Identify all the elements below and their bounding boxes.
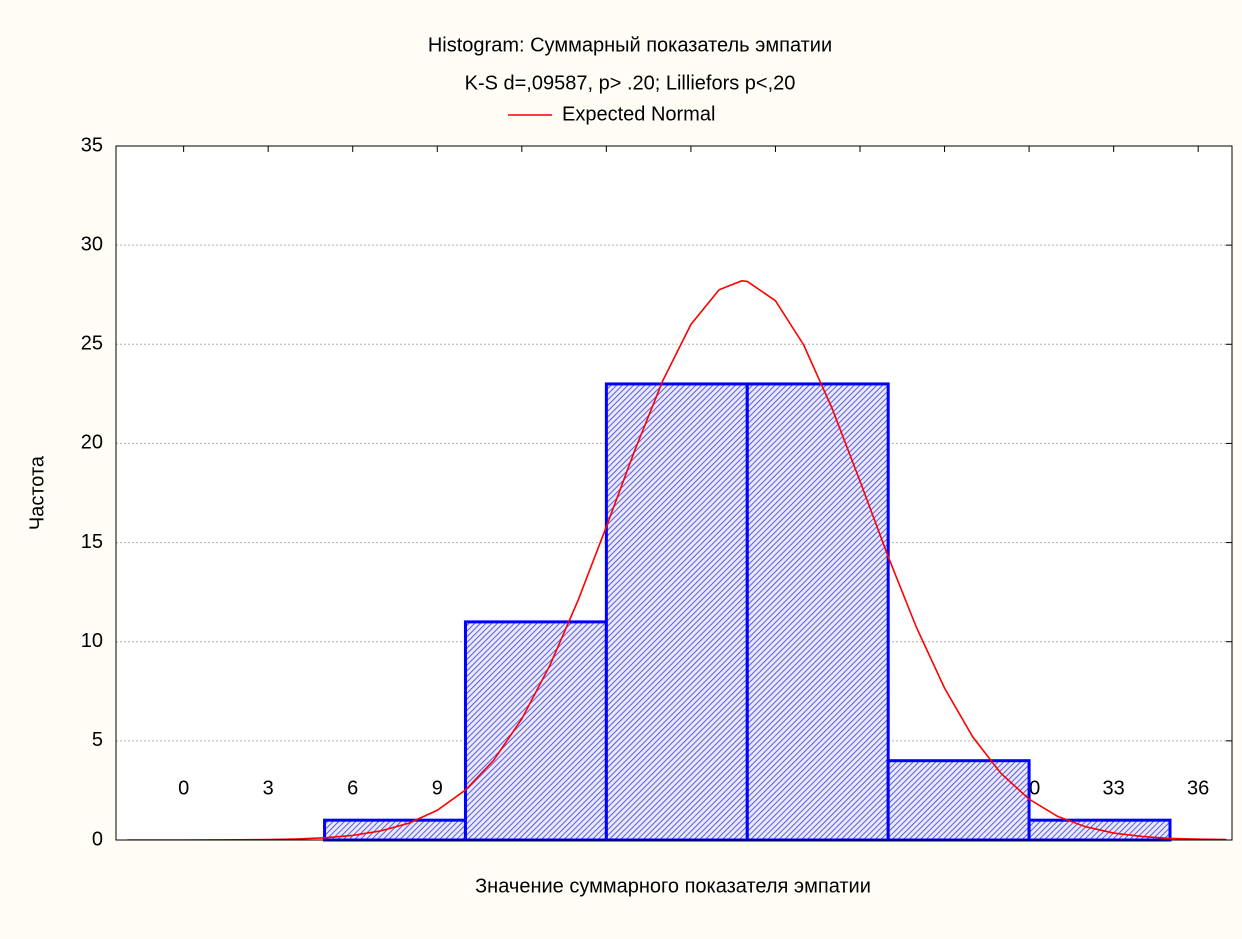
x-tick-label: 9 bbox=[432, 777, 443, 799]
bar bbox=[463, 620, 608, 842]
chart-title: Histogram: Суммарный показатель эмпатии bbox=[428, 34, 832, 56]
y-tick-label: 30 bbox=[81, 233, 103, 255]
x-tick-label: 0 bbox=[178, 777, 189, 799]
y-tick-label: 35 bbox=[81, 134, 103, 156]
bar bbox=[745, 382, 890, 842]
normal-curve bbox=[127, 280, 1227, 840]
legend-label: Expected Normal bbox=[562, 103, 715, 125]
y-axis-label: Частота bbox=[26, 455, 48, 530]
bar bbox=[323, 818, 467, 842]
y-tick-label: 20 bbox=[81, 432, 103, 454]
x-tick-label: 33 bbox=[1103, 777, 1125, 799]
y-tick-label: 25 bbox=[81, 333, 103, 355]
x-axis-label: Значение суммарного показателя эмпатии bbox=[475, 875, 871, 897]
y-tick-label: 10 bbox=[81, 630, 103, 652]
plot-frame bbox=[115, 145, 1233, 841]
x-tick-label: 6 bbox=[347, 777, 358, 799]
x-tick-label: 36 bbox=[1187, 777, 1209, 799]
y-tick-label: 0 bbox=[92, 828, 103, 850]
bar bbox=[604, 382, 749, 842]
y-tick-label: 5 bbox=[92, 729, 103, 751]
x-tick-label: 3 bbox=[263, 777, 274, 799]
chart-subtitle: K-S d=,09587, p> .20; Lilliefors p<,20 bbox=[465, 72, 796, 94]
y-tick-label: 15 bbox=[81, 531, 103, 553]
bar bbox=[886, 759, 1031, 842]
